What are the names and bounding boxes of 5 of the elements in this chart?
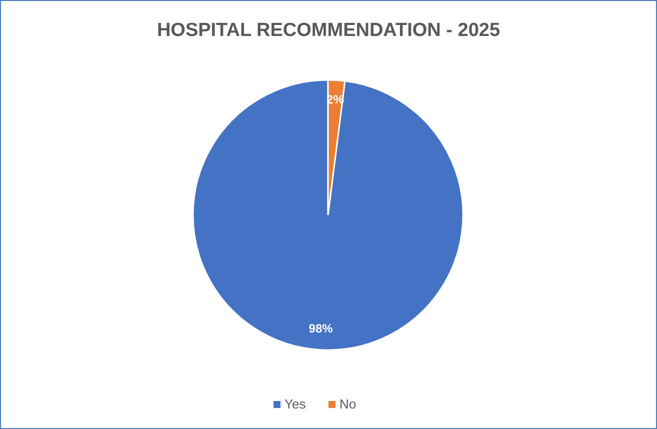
data-label: 98%: [308, 322, 334, 336]
legend-label: Yes: [284, 396, 306, 412]
legend-label: No: [340, 396, 356, 412]
pie-slice: [192, 79, 464, 350]
chart-title: HOSPITAL RECOMMENDATION - 2025: [156, 20, 500, 41]
